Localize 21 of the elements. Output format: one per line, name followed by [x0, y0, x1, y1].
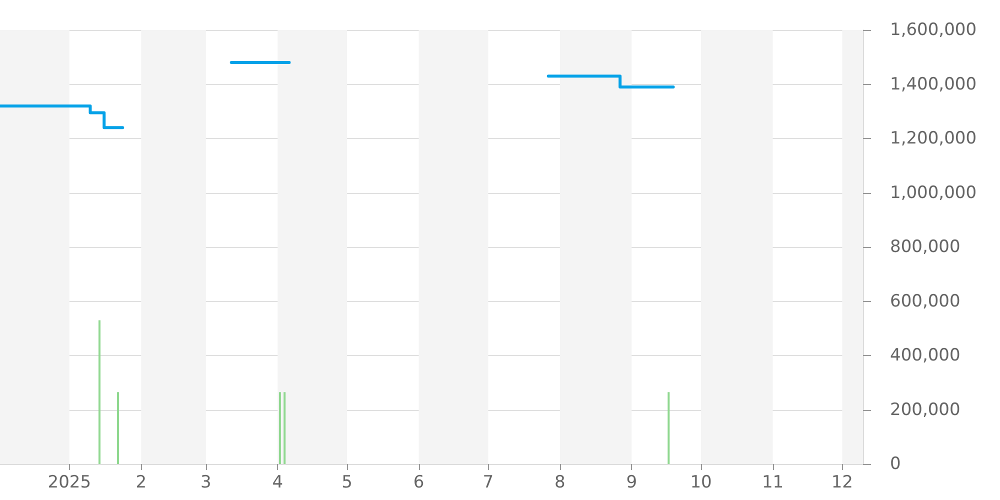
y-tick-label: 1,600,000: [890, 20, 977, 40]
x-tick-label: 6: [413, 472, 424, 492]
x-tick-label: 10: [690, 472, 712, 492]
x-tick-label: 11: [762, 472, 784, 492]
y-tick-label: 0: [890, 454, 901, 474]
y-tick-label: 1,200,000: [890, 128, 977, 148]
y-tick-label: 200,000: [890, 400, 960, 420]
x-tick-label: 8: [554, 472, 566, 492]
x-tick-label: 3: [200, 472, 212, 492]
x-tick-label: 7: [482, 472, 494, 492]
y-tick-label: 800,000: [890, 237, 960, 257]
x-tick-label: 9: [626, 472, 638, 492]
x-tick-label: 4: [272, 472, 284, 492]
y-tick-label: 600,000: [890, 291, 960, 312]
x-tick-label: 2025: [48, 472, 92, 492]
y-tick-label: 400,000: [890, 346, 960, 366]
x-tick-label: 12: [831, 472, 853, 492]
x-tick-label: 5: [342, 472, 352, 492]
y-tick-label: 1,000,000: [890, 182, 977, 203]
x-tick-label: 2: [136, 472, 147, 492]
y-tick-label: 1,400,000: [890, 74, 977, 94]
